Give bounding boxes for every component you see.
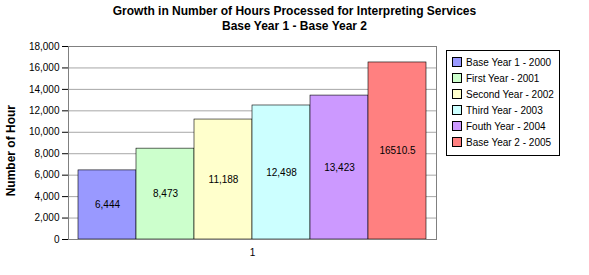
html-text:Number of Hour: Number of Hour xyxy=(4,104,18,197)
html-text:Fouth Year - 2004: Fouth Year - 2004 xyxy=(466,121,546,132)
svg-text:8,473: 8,473 xyxy=(153,188,178,199)
svg-text:6,000: 6,000 xyxy=(34,169,59,180)
html-text:Base Year 2 - 2005: Base Year 2 - 2005 xyxy=(466,137,552,148)
svg-text:11,188: 11,188 xyxy=(209,174,239,185)
svg-text:16510.5: 16510.5 xyxy=(379,145,416,156)
svg-text:18,000: 18,000 xyxy=(29,41,60,52)
svg-text:4,000: 4,000 xyxy=(34,191,59,202)
html-text:Third Year - 2003: Third Year - 2003 xyxy=(466,105,543,116)
svg-text:1: 1 xyxy=(250,247,256,258)
svg-text:12,000: 12,000 xyxy=(29,105,60,116)
html-text:Base Year 1 - 2000: Base Year 1 - 2000 xyxy=(466,57,552,68)
svg-text:13,423: 13,423 xyxy=(324,162,355,173)
svg-text:10,000: 10,000 xyxy=(29,126,60,137)
html-text:Growth in Number of Hours Proc: Growth in Number of Hours Processed for … xyxy=(112,4,477,18)
html-text:First Year - 2001: First Year - 2001 xyxy=(466,73,540,84)
html-text:Base Year 1 - Base Year 2: Base Year 1 - Base Year 2 xyxy=(222,19,367,33)
svg-text:0: 0 xyxy=(54,234,60,245)
svg-text:14,000: 14,000 xyxy=(29,84,60,95)
svg-text:8,000: 8,000 xyxy=(34,148,59,159)
html-text:Second Year - 2002: Second Year - 2002 xyxy=(466,89,554,100)
svg-text:2,000: 2,000 xyxy=(34,212,59,223)
svg-text:6,444: 6,444 xyxy=(95,199,120,210)
svg-text:12,498: 12,498 xyxy=(266,167,297,178)
svg-text:16,000: 16,000 xyxy=(29,62,60,73)
